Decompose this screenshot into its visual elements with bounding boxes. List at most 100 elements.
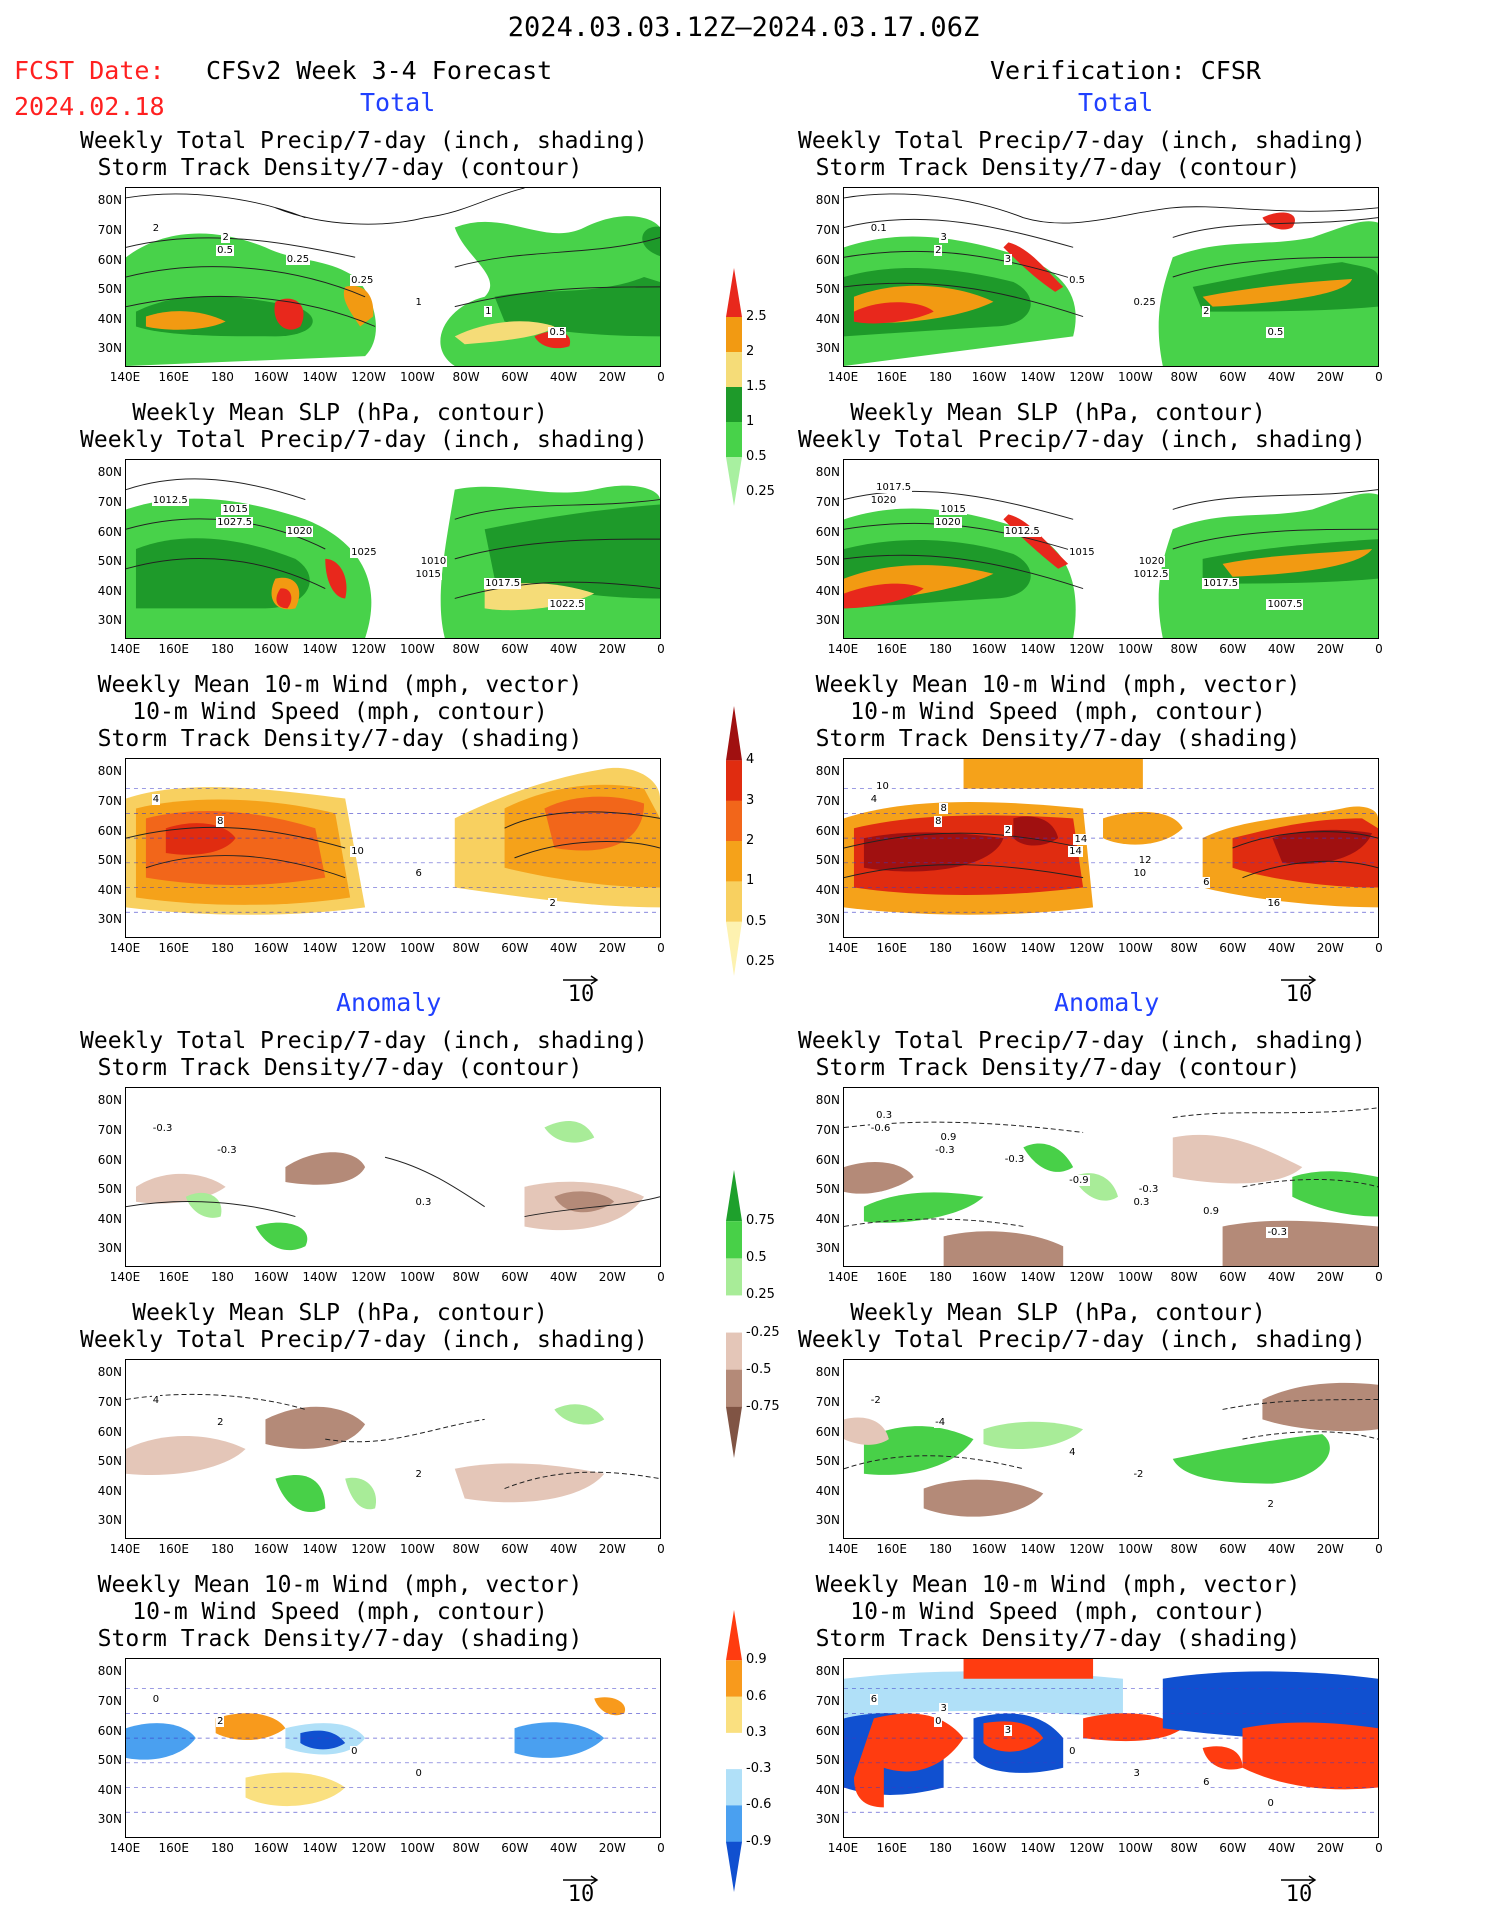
contour-label: 1012.5 (1132, 568, 1170, 580)
contour-label: 1017.5 (1202, 577, 1240, 589)
latitude-label: 80N (815, 465, 840, 479)
longitude-label: 80W (1170, 1270, 1198, 1284)
latitude-label: 80N (815, 1664, 840, 1678)
longitude-label: 80W (452, 370, 480, 384)
longitude-label: 80W (1170, 941, 1198, 955)
reference-vector-arrow-icon (1281, 970, 1317, 985)
latitude-label: 80N (815, 1365, 840, 1379)
longitude-label: 140W (302, 642, 338, 656)
contour-label: 2 (221, 232, 230, 243)
longitude-label: 120W (1069, 1841, 1105, 1855)
contour-label: -0.3 (1137, 1184, 1160, 1196)
longitude-label: 0 (1375, 941, 1383, 955)
contour-label: 6 (869, 1694, 879, 1705)
colorbar-precip-anomaly (726, 1170, 742, 1458)
longitude-label: 180 (929, 941, 952, 955)
longitude-label: 140E (827, 941, 859, 955)
longitude-label: 140E (827, 1270, 859, 1284)
colorbar-label: 1 (746, 414, 755, 429)
longitude-label: 40W (549, 1542, 578, 1556)
longitude-label: 120W (1069, 1270, 1105, 1284)
contour-label: 0.3 (1132, 1196, 1151, 1208)
contour-label: 0 (1068, 1746, 1077, 1758)
contour-label: 10 (875, 781, 890, 793)
longitude-label: 60W (1219, 1542, 1247, 1556)
latitude-label: 50N (815, 1753, 840, 1767)
map-verification-slp-anomaly (843, 1359, 1379, 1539)
longitude-label: 100W (1117, 370, 1153, 384)
longitude-label: 140W (302, 1841, 338, 1855)
longitude-label: 180 (211, 642, 234, 656)
longitude-label: 140E (109, 1270, 141, 1284)
contour-label: 2 (1202, 305, 1211, 317)
colorbar-swatch (726, 1369, 742, 1408)
forecast-model-title: CFSv2 Week 3-4 Forecast (206, 56, 553, 85)
longitude-label: 120W (351, 941, 387, 955)
latitude-label: 70N (815, 1395, 840, 1409)
longitude-label: 160W (253, 1542, 289, 1556)
latitude-label: 70N (815, 1694, 840, 1708)
contour-label: 3 (939, 232, 948, 243)
contour-label: 4 (151, 794, 161, 805)
longitude-label: 120W (1069, 370, 1105, 384)
colorbar-label: -0.3 (746, 1761, 772, 1777)
contour-label: 0.25 (1132, 296, 1157, 308)
contour-label: 2 (1266, 1499, 1275, 1511)
longitude-label: 180 (211, 1542, 234, 1556)
latitude-label: 30N (97, 1812, 122, 1826)
longitude-label: 40W (549, 642, 578, 656)
latitude-label: 40N (815, 1484, 840, 1498)
section-anomaly-left: Anomaly (336, 988, 442, 1017)
latitude-label: 70N (97, 495, 122, 509)
latitude-label: 60N (815, 1153, 840, 1167)
longitude-label: 100W (1117, 1542, 1153, 1556)
colorbar-swatch (726, 1170, 742, 1222)
longitude-label: 100W (1117, 642, 1153, 656)
longitude-label: 20W (1316, 941, 1344, 955)
contour-label: 0.25 (285, 253, 311, 265)
contour-label: 1017.5 (875, 482, 913, 494)
latitude-label: 50N (97, 1454, 122, 1468)
colorbar-swatch (726, 1332, 742, 1371)
contour-label: -0.3 (1003, 1153, 1026, 1165)
longitude-label: 140W (302, 1270, 338, 1284)
contour-label: 10 (1132, 867, 1148, 879)
latitude-label: 40N (97, 312, 122, 326)
verification-title: Verification: CFSR (990, 56, 1261, 85)
colorbar-label: 0.3 (746, 1724, 767, 1740)
contour-label: 0 (1266, 1798, 1275, 1810)
latitude-label: 30N (97, 613, 122, 627)
longitude-label: 80W (452, 642, 480, 656)
latitude-label: 40N (815, 1212, 840, 1226)
contour-label: 3 (1003, 253, 1013, 265)
longitude-label: 60W (1219, 370, 1247, 384)
colorbar-swatch (726, 1841, 742, 1892)
latitude-label: 60N (97, 824, 122, 838)
contour-label: 1015 (221, 504, 249, 515)
longitude-label: 20W (598, 642, 626, 656)
longitude-label: 60W (1219, 1270, 1247, 1284)
colorbar-swatch (726, 881, 742, 923)
contour-label: 1015 (939, 504, 967, 515)
latitude-label: 80N (97, 1093, 122, 1107)
longitude-label: 100W (399, 1270, 435, 1284)
longitude-label: 20W (598, 370, 626, 384)
longitude-label: 100W (1117, 1841, 1153, 1855)
contour-label: 16 (1266, 898, 1282, 910)
panel-title: Weekly Mean 10-m Wind (mph, vector) 10-m… (97, 672, 583, 752)
panel-title: Weekly Total Precip/7-day (inch, shading… (798, 128, 1366, 181)
period-title: 2024.03.03.12Z—2024.03.17.06Z (507, 12, 980, 43)
section-anomaly-right: Anomaly (1054, 988, 1160, 1017)
contour-label: 10 (350, 846, 365, 858)
longitude-label: 40W (1267, 642, 1296, 656)
latitude-label: 50N (815, 1454, 840, 1468)
map-forecast-wind-anomaly (125, 1658, 661, 1838)
contour-label: 0 (414, 1767, 423, 1779)
colorbar-swatch (726, 1805, 742, 1843)
longitude-label: 160W (253, 642, 289, 656)
longitude-label: 60W (501, 370, 529, 384)
longitude-label: 180 (211, 1270, 234, 1284)
longitude-label: 0 (1375, 642, 1383, 656)
longitude-label: 20W (1316, 642, 1344, 656)
latitude-label: 80N (97, 764, 122, 778)
